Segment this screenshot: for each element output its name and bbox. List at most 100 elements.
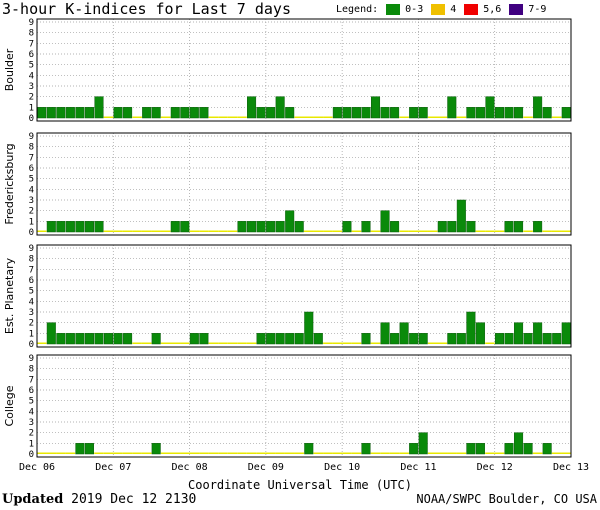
y-tick-label: 9: [29, 354, 34, 364]
k-index-bar: [361, 443, 371, 455]
k-index-bar: [437, 342, 448, 344]
k-index-bar: [189, 107, 199, 119]
k-index-bar: [456, 333, 466, 345]
k-index-bar: [551, 452, 562, 454]
y-tick-label: 2: [29, 207, 34, 217]
k-index-bar: [113, 230, 123, 232]
k-index-bar: [380, 322, 390, 345]
k-index-bar: [37, 342, 47, 344]
k-index-bar: [313, 333, 323, 345]
panel-label: College: [3, 385, 16, 426]
k-index-bar: [437, 452, 448, 454]
k-index-bar: [122, 452, 133, 454]
k-index-bar: [113, 452, 123, 454]
y-tick-label: 1: [29, 329, 34, 339]
y-tick-label: 6: [29, 386, 34, 396]
k-index-bar: [199, 107, 209, 119]
y-tick-label: 2: [29, 429, 34, 439]
y-tick-label: 6: [29, 50, 34, 60]
legend-swatch-5-6: [464, 4, 479, 15]
k-index-bar: [275, 452, 285, 454]
k-index-bar: [37, 230, 47, 232]
k-index-bar: [246, 342, 257, 344]
k-index-bar: [113, 333, 123, 345]
k-index-bar: [427, 230, 438, 232]
k-index-bar: [475, 322, 485, 345]
k-index-bar: [180, 342, 190, 344]
k-index-bar: [514, 432, 524, 455]
k-index-bar: [351, 342, 362, 344]
k-index-bar: [103, 116, 114, 118]
k-index-bar: [180, 452, 190, 454]
k-index-bar: [409, 107, 419, 119]
y-tick-label: 6: [29, 164, 34, 174]
y-tick-label: 4: [29, 71, 34, 81]
panel-frame: [36, 18, 572, 122]
panel-frame: [36, 132, 572, 236]
k-index-bar: [227, 452, 238, 454]
k-index-bar: [475, 230, 486, 232]
k-index-bar: [466, 221, 476, 233]
k-index-bar: [84, 333, 94, 345]
k-index-bar: [523, 230, 533, 232]
k-index-bar: [533, 96, 543, 119]
k-index-bar: [256, 452, 266, 454]
y-tick-label: 3: [29, 418, 34, 428]
k-index-bar: [84, 443, 94, 455]
k-index-bar: [351, 230, 362, 232]
k-index-bar: [46, 221, 56, 233]
k-index-bar: [437, 116, 448, 118]
k-index-bar: [237, 342, 247, 344]
k-index-bar: [46, 322, 56, 345]
k-index-bar: [265, 452, 276, 454]
k-index-bar: [94, 221, 104, 233]
y-tick-label: 6: [29, 276, 34, 286]
k-index-bar: [122, 230, 133, 232]
k-index-bar: [304, 116, 314, 118]
y-tick-label: 9: [29, 132, 34, 142]
k-index-bar: [323, 342, 333, 344]
k-index-bar: [160, 342, 171, 344]
k-index-bar: [342, 452, 352, 454]
k-index-bar: [151, 230, 161, 232]
k-index-bar: [408, 230, 419, 232]
k-index-bar: [151, 443, 161, 455]
legend-item-5-6: 5,6: [464, 4, 501, 15]
k-index-bar: [113, 107, 123, 119]
x-tick-label: Dec 10: [324, 462, 360, 473]
y-tick-label: 1: [29, 103, 34, 113]
k-index-bar: [475, 107, 485, 119]
k-index-bar: [389, 452, 400, 454]
y-tick-label: 5: [29, 397, 34, 407]
k-index-bar: [447, 96, 457, 119]
k-index-bar: [514, 107, 524, 119]
k-index-bar: [399, 116, 409, 118]
y-tick-label: 5: [29, 61, 34, 71]
k-index-bar: [218, 116, 228, 118]
k-index-bar: [256, 107, 266, 119]
k-index-bar: [466, 311, 476, 345]
legend-label: Legend:: [336, 4, 379, 15]
k-index-bar: [294, 452, 304, 454]
panel-label: Est. Planetary: [3, 257, 16, 334]
y-tick-label: 8: [29, 29, 34, 39]
source-credit: NOAA/SWPC Boulder, CO USA: [416, 492, 597, 506]
legend-item-7-9: 7-9: [509, 4, 546, 15]
y-tick-label: 7: [29, 153, 34, 163]
k-index-bar: [504, 107, 514, 119]
k-index-bar: [447, 221, 457, 233]
k-index-bar: [56, 452, 66, 454]
updated-value: 2019 Dec 12 2130: [71, 492, 197, 507]
k-index-bar: [160, 452, 171, 454]
k-index-bar: [561, 107, 571, 119]
x-axis-title: Coordinate Universal Time (UTC): [188, 478, 412, 492]
k-index-bar: [427, 116, 438, 118]
k-index-bar: [208, 116, 219, 118]
y-tick-label: 7: [29, 375, 34, 385]
k-index-bar: [46, 452, 57, 454]
legend-text-4: 4: [450, 4, 457, 15]
legend-text-0-3: 0-3: [405, 4, 424, 15]
k-index-bar: [227, 230, 238, 232]
k-index-bar: [332, 342, 343, 344]
chart-title: 3-hour K-indices for Last 7 days: [2, 0, 291, 18]
